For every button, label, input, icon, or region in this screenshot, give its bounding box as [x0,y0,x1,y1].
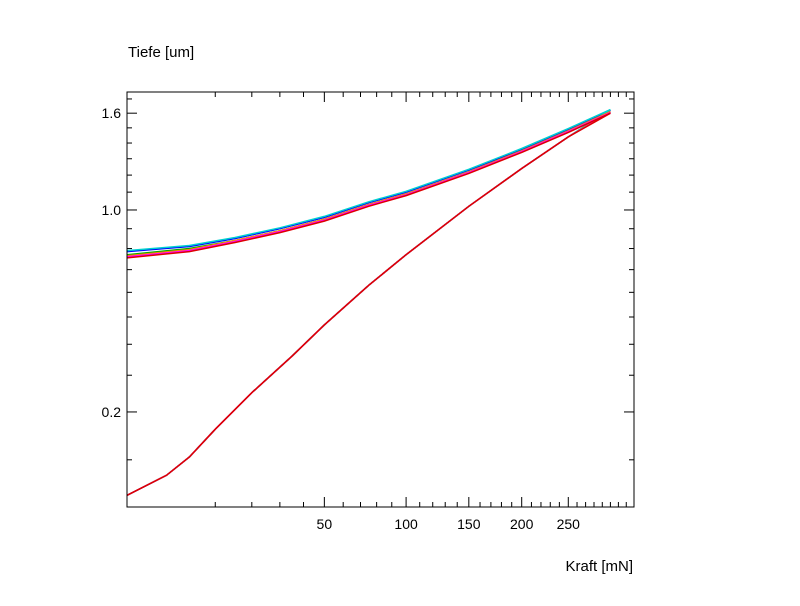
series-3-loading-line [126,111,611,496]
x-tick-label: 250 [557,516,581,532]
x-tick-label: 150 [457,516,481,532]
series-0-loading-line [126,109,611,496]
plot-frame [126,91,635,508]
x-tick-label: 100 [394,516,418,532]
series-5-loading-line [126,112,611,496]
series-4-unloading-line [126,111,611,258]
series-2-unloading-line [126,111,611,256]
series-1-unloading-line [126,108,611,252]
series-5-unloading-line [126,112,611,259]
series-group [126,108,611,496]
series-1-loading-line [126,108,611,496]
x-tick-label: 50 [317,516,333,532]
y-axis-label: Tiefe [um] [128,44,194,61]
y-tick-label: 0.2 [102,404,122,420]
y-tick-label: 1.0 [102,202,122,218]
series-3-unloading-line [126,111,611,257]
x-axis-label: Kraft [mN] [565,558,633,575]
x-tick-label: 200 [510,516,534,532]
y-tick-label: 1.6 [102,105,122,121]
series-4-loading-line [126,111,611,496]
series-2-loading-line [126,111,611,496]
axis-ticks [127,92,634,507]
tick-labels: 50 100 150 200 250 0.2 1.0 1.6 [102,105,581,532]
series-0-unloading-line [126,109,611,253]
